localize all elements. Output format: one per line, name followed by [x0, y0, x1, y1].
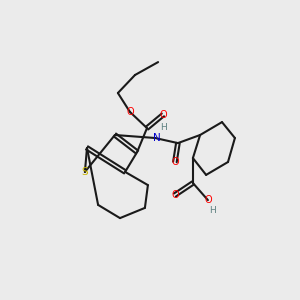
- Text: N: N: [153, 133, 160, 143]
- Text: S: S: [82, 167, 88, 177]
- Text: O: O: [159, 110, 167, 120]
- Text: H: H: [160, 123, 167, 132]
- Text: O: O: [126, 107, 134, 117]
- Text: O: O: [204, 195, 212, 205]
- Text: H: H: [209, 206, 216, 215]
- Text: O: O: [171, 157, 179, 167]
- Text: O: O: [171, 190, 179, 200]
